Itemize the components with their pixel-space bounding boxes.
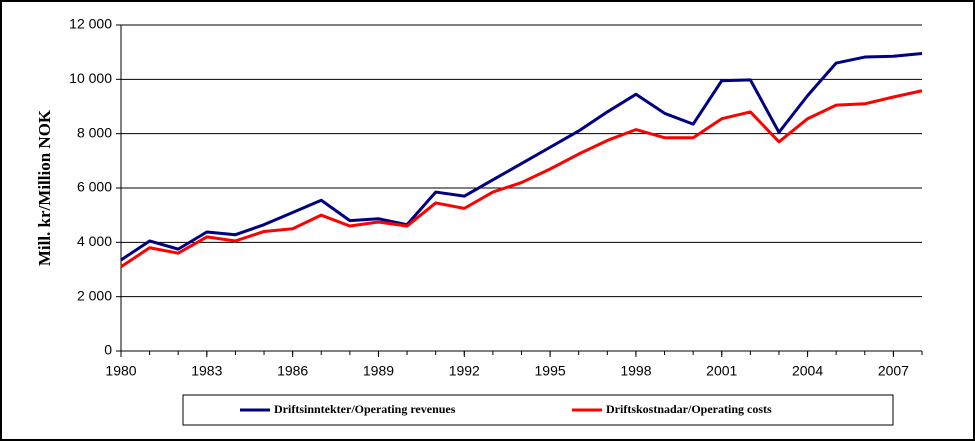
y-tick-label: 10 000 bbox=[69, 70, 112, 86]
x-tick-label: 2004 bbox=[792, 363, 823, 379]
x-tick-label: 1980 bbox=[105, 363, 136, 379]
x-tick-label: 1983 bbox=[191, 363, 222, 379]
x-tick-label: 1989 bbox=[363, 363, 394, 379]
y-tick-label: 12 000 bbox=[69, 16, 112, 32]
series-line bbox=[120, 52, 923, 262]
y-tick-label: 6 000 bbox=[77, 179, 112, 195]
x-tick-label: 2007 bbox=[878, 363, 909, 379]
x-tick-label: 1995 bbox=[535, 363, 566, 379]
x-tick-label: 2001 bbox=[706, 363, 737, 379]
y-tick-label: 2 000 bbox=[77, 287, 112, 303]
y-tick-label: 4 000 bbox=[77, 233, 112, 249]
y-tick-label: 8 000 bbox=[77, 124, 112, 140]
legend-box bbox=[182, 394, 894, 426]
legend-label: Driftsinntekter/Operating revenues bbox=[274, 402, 456, 416]
x-tick-label: 1986 bbox=[277, 363, 308, 379]
x-tick-label: 1992 bbox=[449, 363, 480, 379]
x-tick-label: 1998 bbox=[620, 363, 651, 379]
legend-label: Driftskostnadar/Operating costs bbox=[606, 402, 772, 416]
y-tick-label: 0 bbox=[104, 342, 112, 358]
y-axis-label: Mill. kr/Million NOK bbox=[35, 109, 54, 266]
series-line bbox=[120, 89, 923, 269]
